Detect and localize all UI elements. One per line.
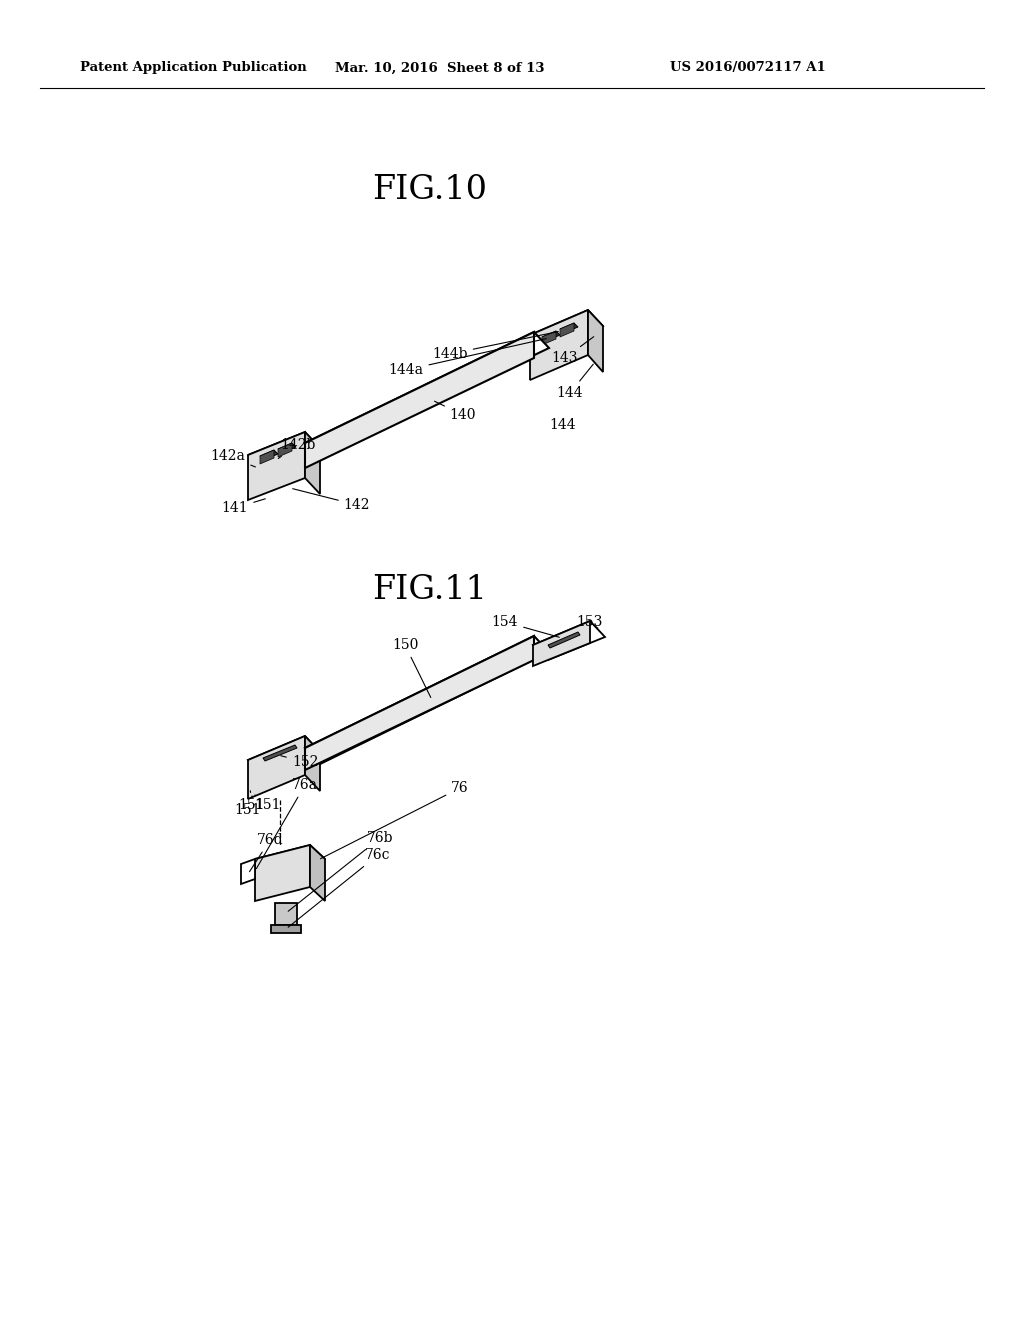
Polygon shape bbox=[248, 737, 319, 776]
Polygon shape bbox=[310, 845, 325, 902]
Polygon shape bbox=[305, 333, 534, 469]
Polygon shape bbox=[278, 444, 296, 453]
Text: 153: 153 bbox=[577, 615, 603, 630]
Text: 142a: 142a bbox=[211, 449, 255, 467]
Polygon shape bbox=[542, 331, 556, 345]
Polygon shape bbox=[588, 310, 603, 372]
Bar bbox=[275, 903, 297, 925]
Text: 151: 151 bbox=[239, 791, 265, 812]
Text: 150: 150 bbox=[392, 638, 431, 697]
Text: 140: 140 bbox=[434, 401, 476, 422]
Bar bbox=[271, 925, 301, 933]
Polygon shape bbox=[548, 632, 580, 648]
Polygon shape bbox=[263, 744, 297, 762]
Polygon shape bbox=[248, 432, 305, 500]
Text: 144b: 144b bbox=[432, 331, 558, 360]
Text: 141: 141 bbox=[221, 499, 265, 515]
Text: FIG.11: FIG.11 bbox=[373, 574, 487, 606]
Polygon shape bbox=[305, 636, 534, 770]
Text: 143: 143 bbox=[552, 337, 594, 366]
Text: 142: 142 bbox=[293, 488, 371, 512]
Text: 76b: 76b bbox=[288, 832, 393, 911]
Polygon shape bbox=[305, 432, 319, 494]
Polygon shape bbox=[248, 432, 319, 470]
Polygon shape bbox=[305, 636, 549, 764]
Polygon shape bbox=[534, 620, 605, 660]
Text: 142b: 142b bbox=[279, 438, 315, 458]
Text: Mar. 10, 2016  Sheet 8 of 13: Mar. 10, 2016 Sheet 8 of 13 bbox=[335, 62, 545, 74]
Text: 152: 152 bbox=[281, 755, 318, 770]
Text: 76a: 76a bbox=[256, 777, 318, 869]
Text: 151: 151 bbox=[255, 795, 282, 812]
Polygon shape bbox=[260, 450, 278, 459]
Polygon shape bbox=[255, 845, 325, 873]
Polygon shape bbox=[241, 859, 255, 884]
Polygon shape bbox=[305, 333, 549, 458]
Polygon shape bbox=[530, 310, 588, 380]
Polygon shape bbox=[260, 450, 274, 465]
Text: 76c: 76c bbox=[288, 847, 391, 927]
Text: US 2016/0072117 A1: US 2016/0072117 A1 bbox=[670, 62, 825, 74]
Text: 144a: 144a bbox=[388, 339, 546, 378]
Text: 151: 151 bbox=[234, 796, 261, 817]
Polygon shape bbox=[534, 620, 590, 667]
Text: 144: 144 bbox=[557, 364, 593, 400]
Polygon shape bbox=[278, 444, 292, 457]
Text: 76d: 76d bbox=[250, 833, 284, 871]
Polygon shape bbox=[248, 737, 305, 799]
Text: FIG.10: FIG.10 bbox=[373, 174, 487, 206]
Polygon shape bbox=[530, 310, 603, 350]
Polygon shape bbox=[542, 331, 560, 341]
Polygon shape bbox=[560, 323, 578, 333]
Text: 154: 154 bbox=[492, 615, 559, 638]
Polygon shape bbox=[255, 845, 310, 902]
Text: 144: 144 bbox=[550, 418, 577, 432]
Polygon shape bbox=[560, 323, 574, 337]
Text: Patent Application Publication: Patent Application Publication bbox=[80, 62, 307, 74]
Text: 76: 76 bbox=[321, 781, 469, 859]
Polygon shape bbox=[305, 737, 319, 791]
